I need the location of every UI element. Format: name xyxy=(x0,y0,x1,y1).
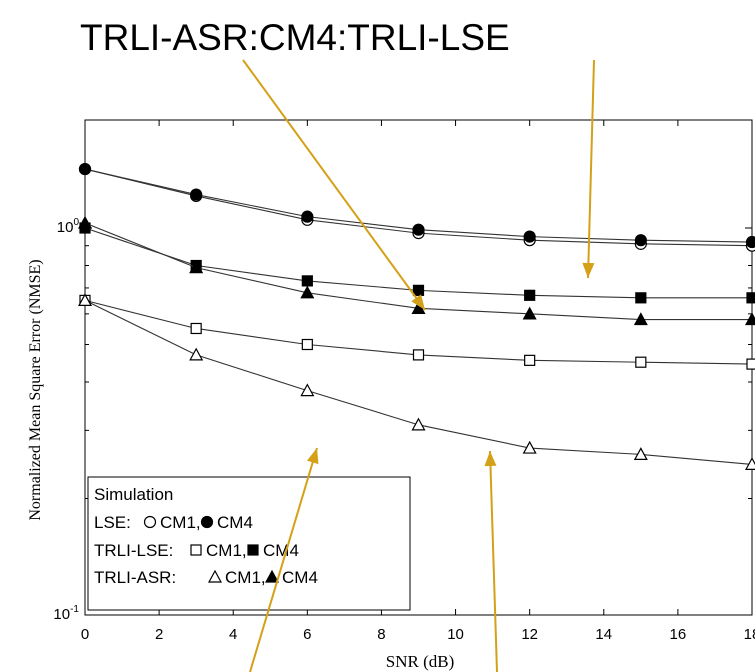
data-point-triangle-open xyxy=(633,447,648,461)
legend-cm4-label: CM4 xyxy=(217,513,253,532)
data-point-triangle-filled xyxy=(300,285,315,299)
data-point-circle-filled xyxy=(301,210,314,223)
y-tick-label: 100 xyxy=(57,217,80,236)
data-point-triangle-filled xyxy=(189,260,204,274)
x-axis-label: SNR (dB) xyxy=(386,652,454,671)
data-point-square-filled xyxy=(635,292,647,304)
series-group xyxy=(77,162,755,470)
data-point-triangle-filled xyxy=(744,312,755,326)
chart-title: TRLI-ASR:CM4:TRLI-LSE xyxy=(80,17,510,58)
legend-marker-triangle-open xyxy=(207,569,223,583)
data-point-square-filled xyxy=(524,289,536,301)
annotation-arrowhead xyxy=(582,262,595,278)
data-point-circle-filled xyxy=(523,230,536,243)
data-point-square-filled xyxy=(746,292,755,304)
y-tick-label: 10-1 xyxy=(53,604,79,623)
legend-cm1-label: CM1, xyxy=(160,513,201,532)
legend-row-label: LSE: xyxy=(94,513,131,532)
data-point-triangle-open xyxy=(300,383,315,397)
data-point-square-open xyxy=(301,338,313,351)
data-point-square-open xyxy=(746,358,755,370)
data-point-triangle-open xyxy=(522,440,537,454)
x-tick-label: 0 xyxy=(81,626,89,643)
legend-row-label: TRLI-ASR: xyxy=(94,568,176,587)
y-axis-label: Normalized Mean Square Error (NMSE) xyxy=(27,259,44,520)
legend-box xyxy=(87,476,411,611)
annotation-arrow xyxy=(249,447,318,672)
x-tick-label: 8 xyxy=(377,626,385,643)
x-tick-label: 16 xyxy=(670,626,687,643)
legend-marker-circle-filled xyxy=(200,515,214,529)
x-tick-label: 6 xyxy=(303,626,311,643)
series-line-triangle-open xyxy=(84,299,753,465)
annotation-arrowhead xyxy=(306,448,319,465)
legend-heading: Simulation xyxy=(94,485,173,504)
data-point-circle-filled xyxy=(412,223,425,236)
data-point-circle-filled xyxy=(190,188,203,201)
x-tick-label: 10 xyxy=(447,626,464,643)
legend-cm1-label: CM1, xyxy=(225,568,266,587)
data-point-circle-filled xyxy=(78,162,92,176)
data-point-circle-filled xyxy=(634,234,647,247)
legend-marker-square-filled xyxy=(247,544,259,556)
legend-marker-circle-open xyxy=(143,515,157,529)
x-tick-label: 4 xyxy=(229,626,237,643)
annotation-arrow xyxy=(587,59,595,279)
data-point-triangle-filled xyxy=(77,215,93,229)
data-point-square-filled xyxy=(412,284,425,296)
data-point-triangle-open xyxy=(744,457,755,470)
legend-cm4-label: CM4 xyxy=(263,541,299,560)
x-tick-label: 12 xyxy=(521,626,538,643)
legend-marker-triangle-filled xyxy=(264,569,280,583)
data-point-circle-filled xyxy=(745,235,755,249)
annotation-arrows xyxy=(242,59,595,672)
data-point-triangle-open xyxy=(189,347,204,361)
annotation-arrowhead xyxy=(411,294,425,310)
legend-row-label: TRLI-LSE: xyxy=(94,541,173,560)
legend-cm4-label: CM4 xyxy=(282,568,318,587)
annotation-arrowhead xyxy=(484,451,497,467)
annotation-arrow xyxy=(489,450,498,672)
data-point-square-open xyxy=(190,322,202,335)
data-point-square-open xyxy=(524,354,536,366)
annotation-arrow xyxy=(242,59,426,311)
data-point-triangle-filled xyxy=(522,306,537,320)
data-point-triangle-open xyxy=(77,293,93,307)
legend: Simulation LSE: CM1, CM4 TRLI-LSE: CM1, CM4 TRL… xyxy=(87,476,411,611)
data-point-triangle-filled xyxy=(633,312,648,326)
legend-marker-square-open xyxy=(190,544,202,556)
legend-cm1-label: CM1, xyxy=(206,541,247,560)
x-tick-label: 2 xyxy=(155,626,163,643)
data-point-square-filled xyxy=(301,275,313,287)
x-tick-label: 18 xyxy=(744,626,755,643)
data-point-triangle-filled xyxy=(411,301,426,314)
data-point-square-open xyxy=(412,349,425,361)
data-point-square-open xyxy=(635,356,647,368)
data-point-triangle-open xyxy=(411,417,426,431)
x-tick-label: 14 xyxy=(595,626,612,643)
